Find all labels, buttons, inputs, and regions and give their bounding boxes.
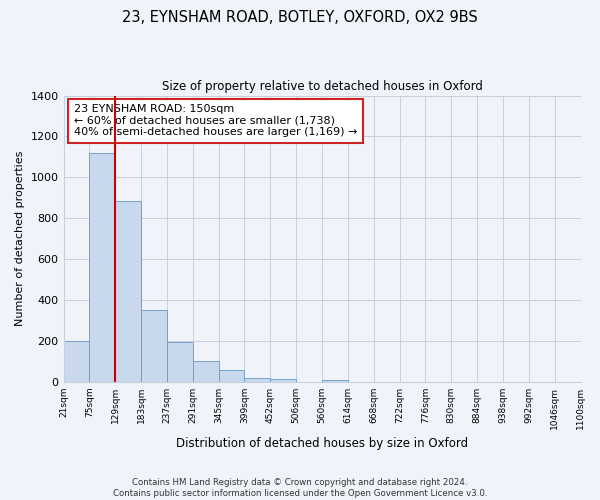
Bar: [64, 341, 89, 382]
Title: Size of property relative to detached houses in Oxford: Size of property relative to detached ho…: [161, 80, 482, 93]
Bar: [218, 370, 244, 382]
Bar: [322, 380, 348, 382]
Bar: [141, 310, 167, 382]
Bar: [193, 361, 218, 382]
Text: Contains HM Land Registry data © Crown copyright and database right 2024.
Contai: Contains HM Land Registry data © Crown c…: [113, 478, 487, 498]
Text: 23 EYNSHAM ROAD: 150sqm
← 60% of detached houses are smaller (1,738)
40% of semi: 23 EYNSHAM ROAD: 150sqm ← 60% of detache…: [74, 104, 357, 138]
Y-axis label: Number of detached properties: Number of detached properties: [15, 151, 25, 326]
Bar: [89, 153, 115, 382]
Bar: [115, 201, 141, 382]
Text: 23, EYNSHAM ROAD, BOTLEY, OXFORD, OX2 9BS: 23, EYNSHAM ROAD, BOTLEY, OXFORD, OX2 9B…: [122, 10, 478, 25]
Bar: [244, 378, 271, 382]
Bar: [271, 378, 296, 382]
X-axis label: Distribution of detached houses by size in Oxford: Distribution of detached houses by size …: [176, 437, 468, 450]
Bar: [167, 342, 193, 382]
